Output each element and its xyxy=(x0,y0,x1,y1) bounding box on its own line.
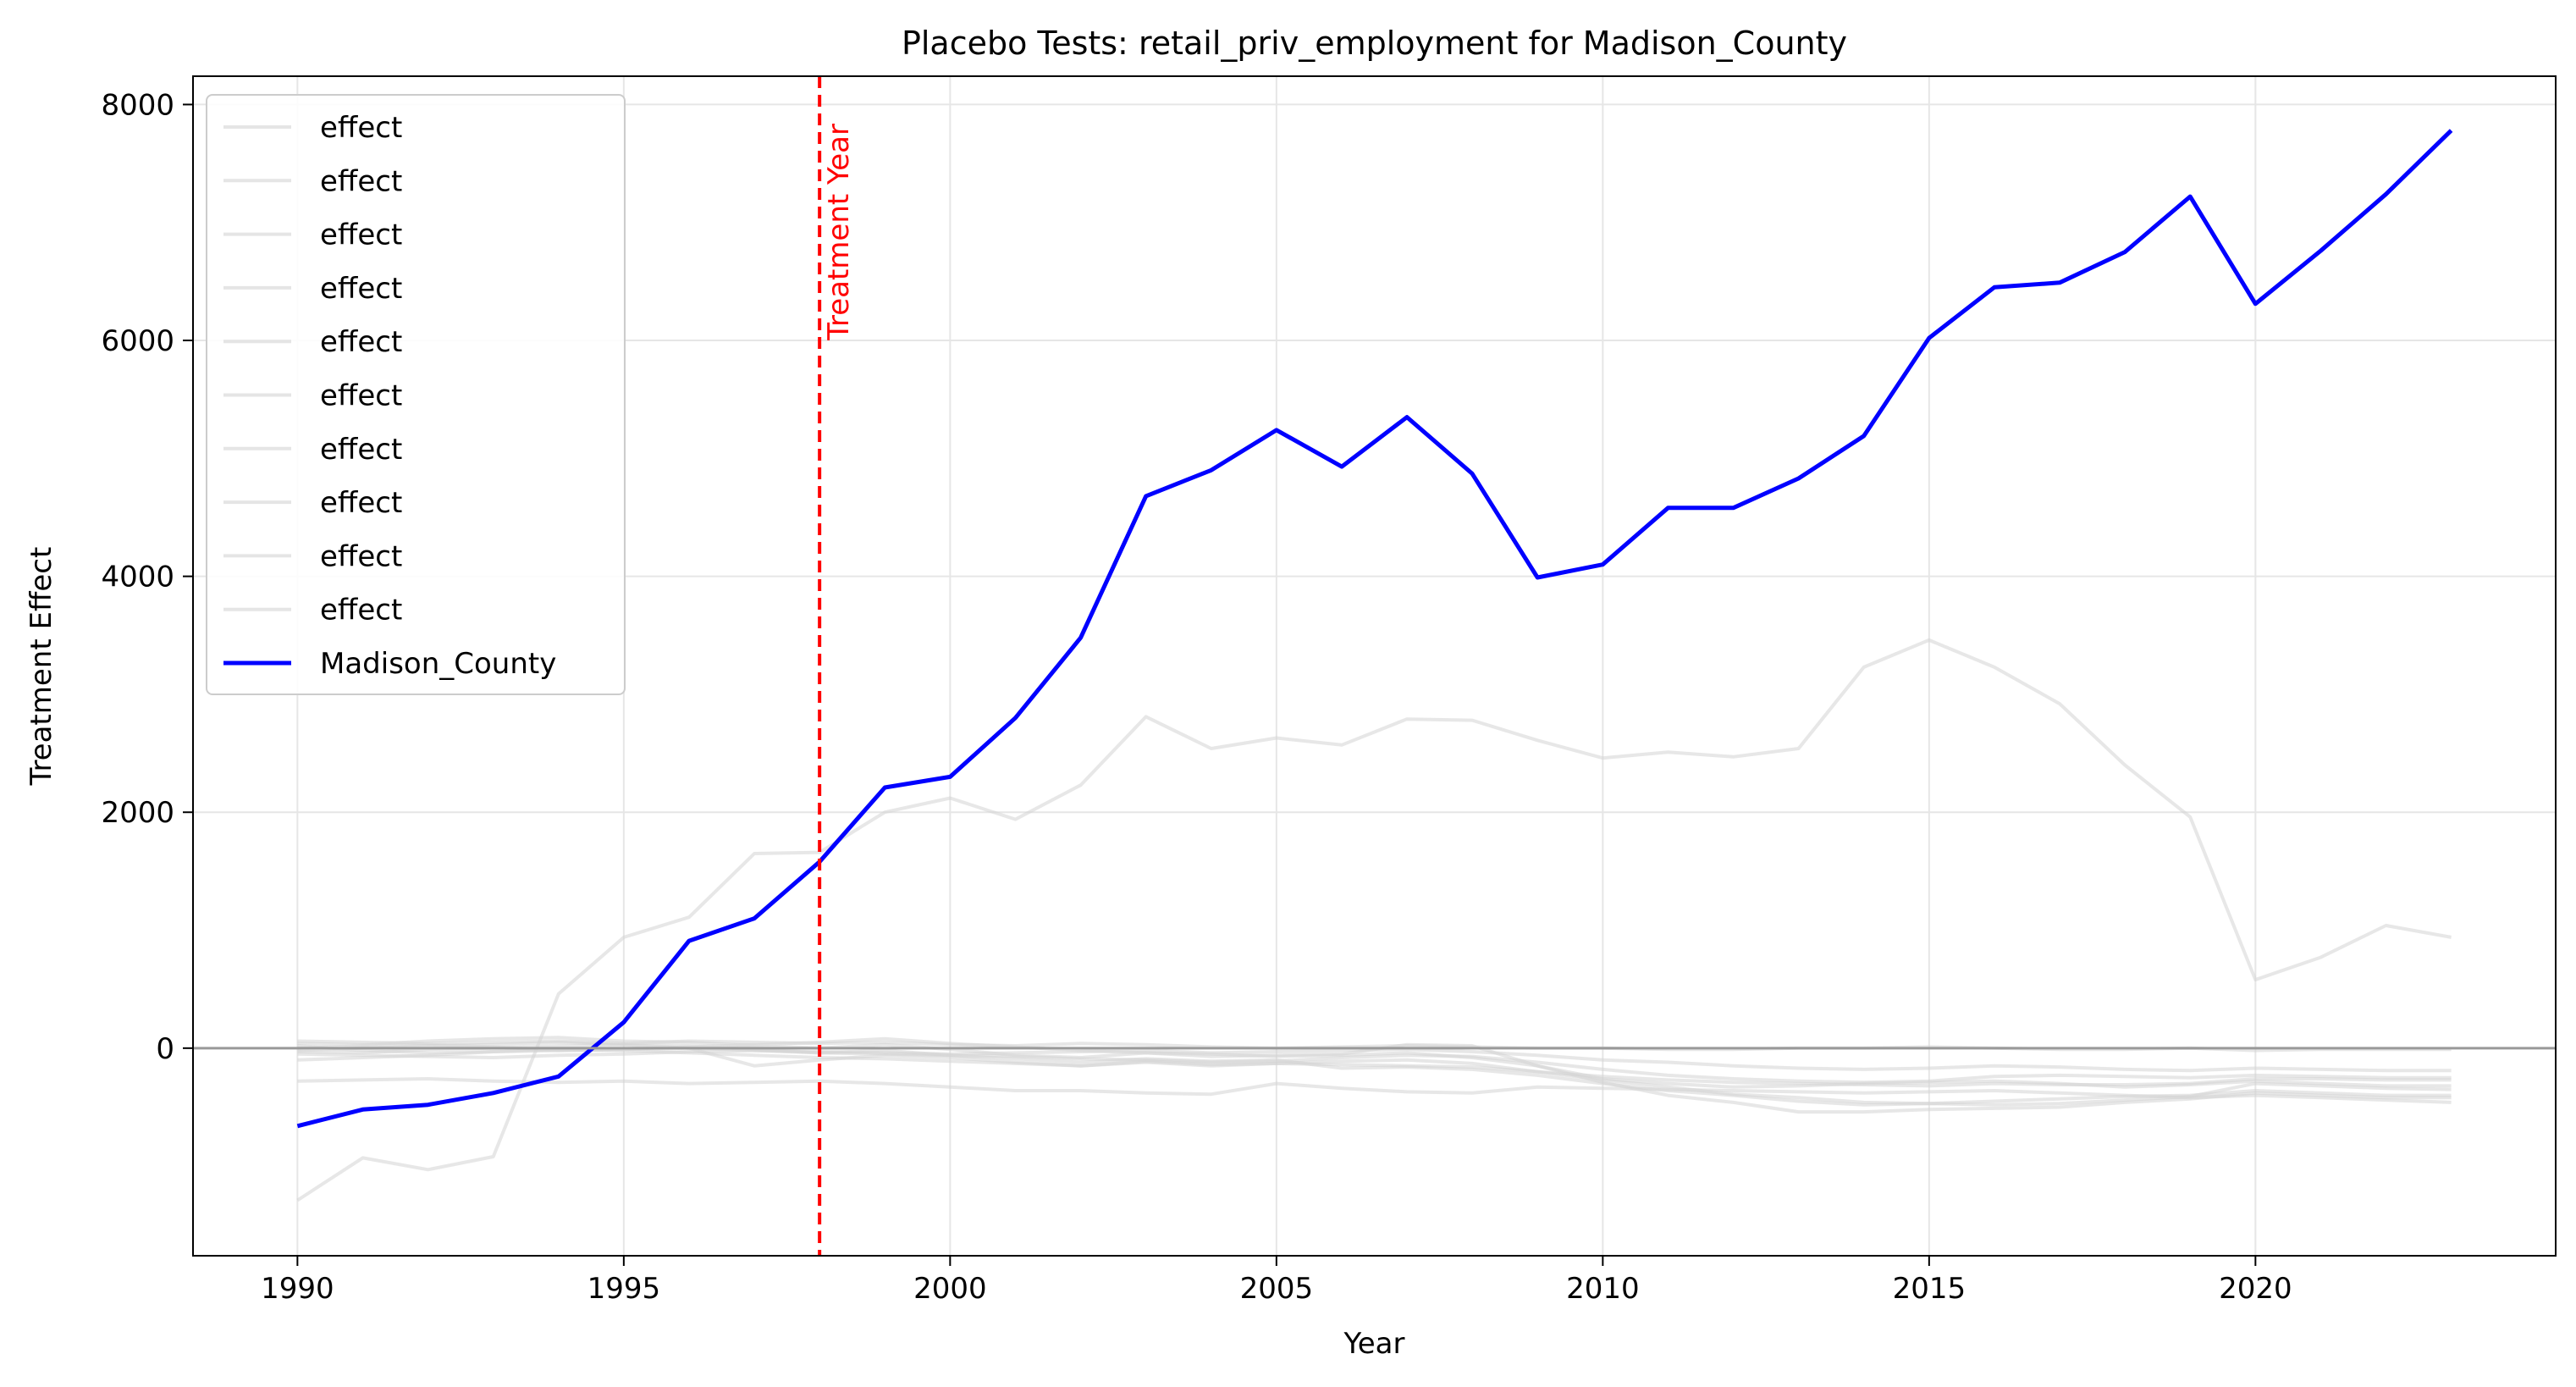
legend: effect effect effect effect effect effect effe… xyxy=(206,94,626,695)
plot-frame xyxy=(192,75,2557,1257)
legend-label: effect xyxy=(320,325,402,359)
x-tick-label: 1990 xyxy=(261,1272,334,1306)
placebo-series-line xyxy=(297,1042,2452,1085)
legend-label: effect xyxy=(320,433,402,467)
reference-lines xyxy=(193,76,2556,1256)
legend-label: Madison_County xyxy=(320,647,556,681)
legend-label: effect xyxy=(320,539,402,573)
treated-line-group xyxy=(296,129,2453,1129)
legend-label: effect xyxy=(320,218,402,252)
x-tick-label: 2005 xyxy=(1240,1272,1314,1306)
chart-title: Placebo Tests: retail_priv_employment fo… xyxy=(902,25,1847,62)
legend-label: effect xyxy=(320,272,402,306)
legend-label: effect xyxy=(320,164,402,198)
y-tick-label: 2000 xyxy=(101,796,174,830)
legend-label: effect xyxy=(320,111,402,145)
y-tick-label: 0 xyxy=(156,1032,174,1066)
placebo-series-line xyxy=(297,1077,2452,1104)
legend-frame xyxy=(206,94,626,695)
y-axis: 0 2000 4000 6000 8000 xyxy=(101,88,193,1066)
x-tick-label: 2000 xyxy=(913,1272,987,1306)
x-axis-label: Year xyxy=(1343,1327,1405,1361)
y-tick-label: 8000 xyxy=(101,88,174,122)
legend-label: effect xyxy=(320,379,402,413)
placebo-series-line xyxy=(296,638,2452,1202)
x-tick-label: 2020 xyxy=(2219,1272,2292,1306)
x-tick-label: 1995 xyxy=(587,1272,661,1306)
legend-label: effect xyxy=(320,594,402,627)
x-tick-label: 2010 xyxy=(1566,1272,1640,1306)
treated-series-line xyxy=(296,129,2453,1129)
legend-label: effect xyxy=(320,486,402,520)
x-axis: 1990 1995 2000 2005 2010 2015 2020 xyxy=(261,1256,2292,1306)
y-tick-label: 6000 xyxy=(101,324,174,358)
placebo-series-line xyxy=(297,1047,2452,1073)
treatment-year-label: Treatment Year xyxy=(822,124,856,341)
y-tick-label: 4000 xyxy=(101,561,174,594)
y-axis-label: Treatment Effect xyxy=(25,547,58,787)
x-tick-label: 2015 xyxy=(1893,1272,1966,1306)
